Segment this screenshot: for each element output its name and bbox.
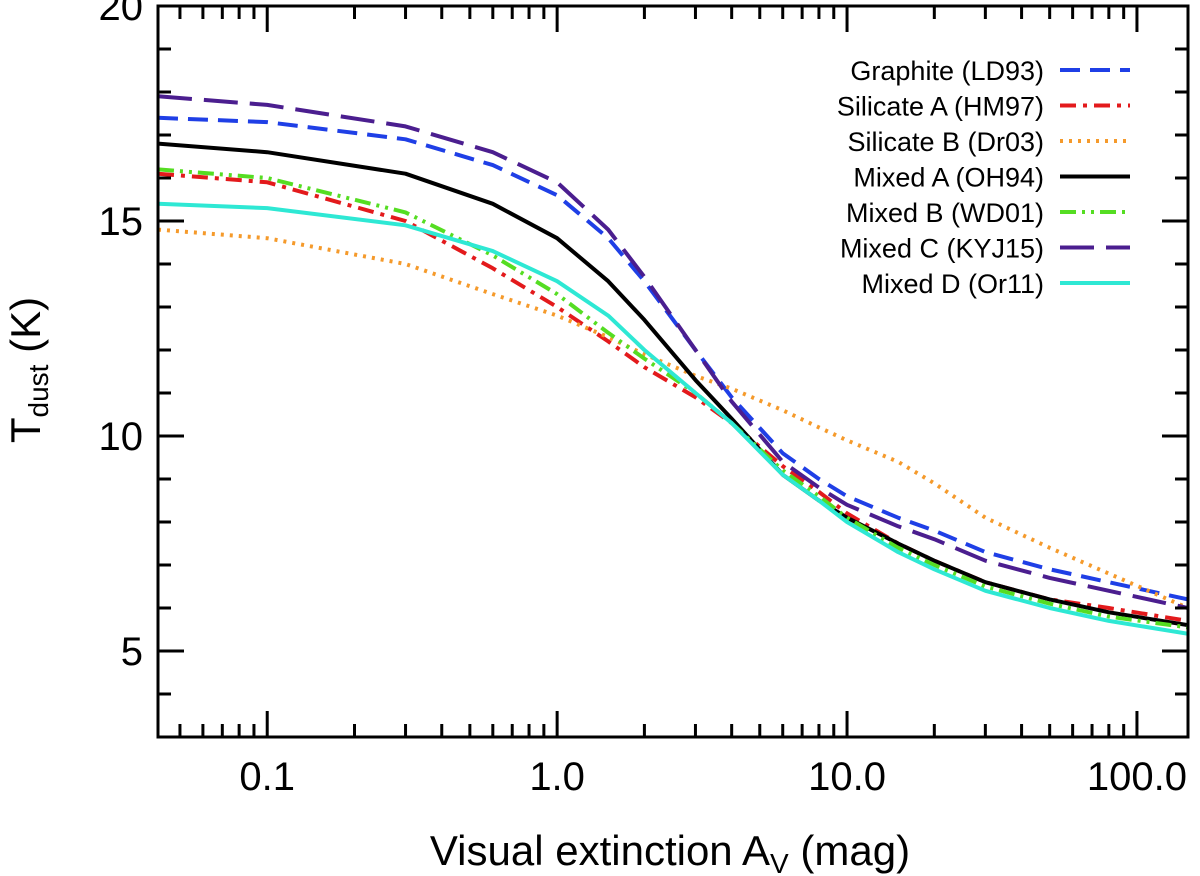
series-line-mixed-c-kyj15 bbox=[158, 94, 1188, 610]
y-tick-label: 5 bbox=[121, 630, 143, 674]
x-tick-label: 1.0 bbox=[529, 755, 585, 799]
series-line-graphite-ld93 bbox=[158, 115, 1188, 602]
legend-item: Mixed C (KYJ15) bbox=[840, 234, 1130, 264]
x-tick-label: 10.0 bbox=[808, 755, 886, 799]
axes: 0.1 1.0 10.0 100.0 5 10 15 20 bbox=[99, 0, 1190, 799]
x-axis-title: Visual extinction AV (mag) bbox=[430, 827, 910, 876]
legend-label: Silicate A (HM97) bbox=[837, 92, 1044, 122]
legend-label: Mixed D (Or11) bbox=[861, 269, 1044, 299]
x-tick-label: 100.0 bbox=[1087, 755, 1187, 799]
legend-label: Silicate B (Dr03) bbox=[847, 127, 1044, 157]
y-tick-label: 20 bbox=[99, 0, 144, 29]
y-axis-title: Tdust (K) bbox=[2, 297, 54, 443]
y-tick-label: 10 bbox=[99, 415, 144, 459]
series-line-mixed-d-or11 bbox=[158, 201, 1188, 636]
legend-label: Mixed C (KYJ15) bbox=[840, 234, 1044, 264]
legend-item: Silicate B (Dr03) bbox=[847, 127, 1130, 157]
plot-frame bbox=[156, 4, 1190, 739]
legend-label: Mixed A (OH94) bbox=[853, 163, 1044, 193]
x-tick-label: 0.1 bbox=[239, 755, 295, 799]
legend-item: Silicate A (HM97) bbox=[837, 92, 1130, 122]
y-tick-label: 15 bbox=[99, 200, 144, 244]
legend-item: Graphite (LD93) bbox=[850, 56, 1130, 86]
legend-label: Mixed B (WD01) bbox=[846, 198, 1044, 228]
plot-area bbox=[158, 94, 1188, 636]
legend-label: Graphite (LD93) bbox=[850, 56, 1044, 86]
legend: Graphite (LD93) Silicate A (HM97) Silicate… bbox=[837, 56, 1130, 299]
legend-item: Mixed A (OH94) bbox=[853, 163, 1130, 193]
legend-item: Mixed B (WD01) bbox=[846, 198, 1130, 228]
legend-item: Mixed D (Or11) bbox=[861, 269, 1130, 299]
